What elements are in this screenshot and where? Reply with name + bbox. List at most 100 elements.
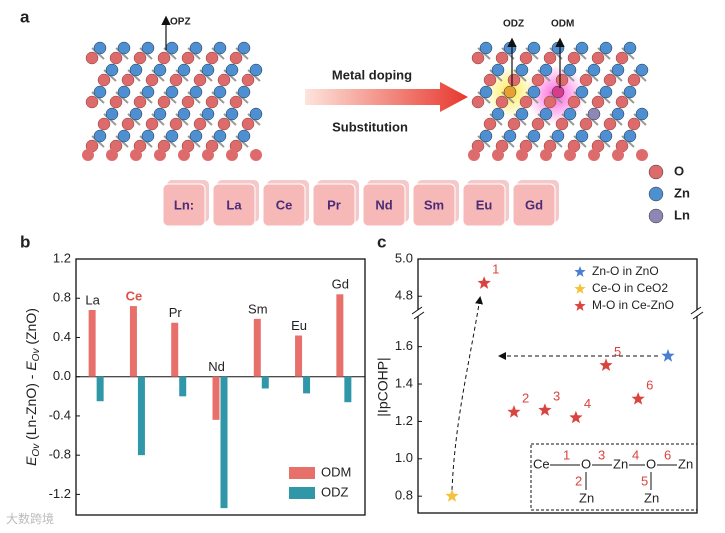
atom-zn [225,107,239,121]
legend-atom [648,164,664,180]
atom-o [471,95,485,109]
atom-zn [189,85,203,99]
atom-zn [117,41,131,55]
atom-zn [503,85,517,99]
atom: O [581,456,591,471]
y-tick-label: 0.0 [53,368,71,383]
bar [179,376,187,397]
atom-o [519,51,533,65]
atom-zn [225,63,239,77]
atom-zn [527,85,541,99]
atom-legend: O Zn Ln [648,163,690,224]
atom-zn [105,107,119,121]
atom-o [121,73,135,87]
atom-o [483,73,497,87]
atom-o [603,117,617,131]
bar [212,376,220,420]
atom-o [169,73,183,87]
atom-zn [479,41,493,55]
atom-zn [599,129,613,143]
atom-o [202,149,214,161]
process-arrow [305,82,468,112]
star-point [445,489,459,502]
atom-zn [611,63,625,77]
atom-o [241,117,255,131]
atom-zn [527,129,541,143]
axis-break [690,306,702,315]
atom-o [181,51,195,65]
atom-zn [213,41,227,55]
atom-o [555,117,569,131]
legend-atom [648,208,664,224]
point-label: 2 [522,391,529,406]
bar [261,376,269,389]
atom-zn [491,63,505,77]
atom-o [507,73,521,87]
tile [262,183,306,227]
atom-zn [623,41,637,55]
structure-pristine [82,41,263,161]
bar [137,376,145,456]
atom-o [495,51,509,65]
atom-zn [539,107,553,121]
y-tick-label: 1.6 [395,338,413,353]
atom-zn [599,41,613,55]
atom-zn [575,129,589,143]
y-tick-label: -0.4 [49,407,71,422]
atom-zn [575,85,589,99]
plot-frame [75,258,366,516]
atom-o [540,149,552,161]
inset-box [530,443,698,511]
atom-zn [177,107,191,121]
atom-o [85,95,99,109]
star-point [631,392,645,405]
bond-label: 4 [632,447,639,462]
atom-zn [539,63,553,77]
star-point [477,276,491,289]
tile [412,183,456,227]
y-tick-label: -1.2 [49,486,71,501]
star-point [661,349,675,362]
legend-atom [648,186,664,202]
atom: O [646,456,656,471]
element-label: Nd [375,197,392,212]
atom-o [555,73,569,87]
atom-zn [141,129,155,143]
atom-o [579,73,593,87]
bar [295,335,303,377]
atom-o [543,51,557,65]
atom: Zn [579,490,594,505]
atom-o [133,51,147,65]
structure-doped [468,41,649,161]
atom-zn [623,129,637,143]
atom-zn [503,41,517,55]
atom-zn [503,129,517,143]
atom-zn [93,85,107,99]
element-tiles: Ln: La Ce Pr Nd Sm Eu Gd [162,180,559,227]
atom-zn [117,129,131,143]
atom-o [519,95,533,109]
atom: Zn [644,490,659,505]
atom-o [567,51,581,65]
y-tick-label: -0.8 [49,447,71,462]
point-label: 4 [584,396,591,411]
atom-o [495,95,509,109]
arrow-label: Metal doping [332,67,412,82]
legend-label: M-O in Ce-ZnO [592,298,674,312]
atom-o [516,149,528,161]
tile [362,183,406,227]
element-label: Sm [424,197,444,212]
atom-o [229,95,243,109]
point-label: 5 [614,344,621,359]
atom-o [97,117,111,131]
atom-zn [635,63,649,77]
bond-label: 2 [575,473,582,488]
tile [212,183,256,227]
atom-o [145,73,159,87]
atom-o [217,117,231,131]
legend-star [574,283,586,294]
panel-c: c |IpCOHP| Ce O Zn O Zn Zn Zn 1 3 4 6 2 … [375,232,704,514]
atom-o [145,117,159,131]
legend-star [574,266,586,277]
